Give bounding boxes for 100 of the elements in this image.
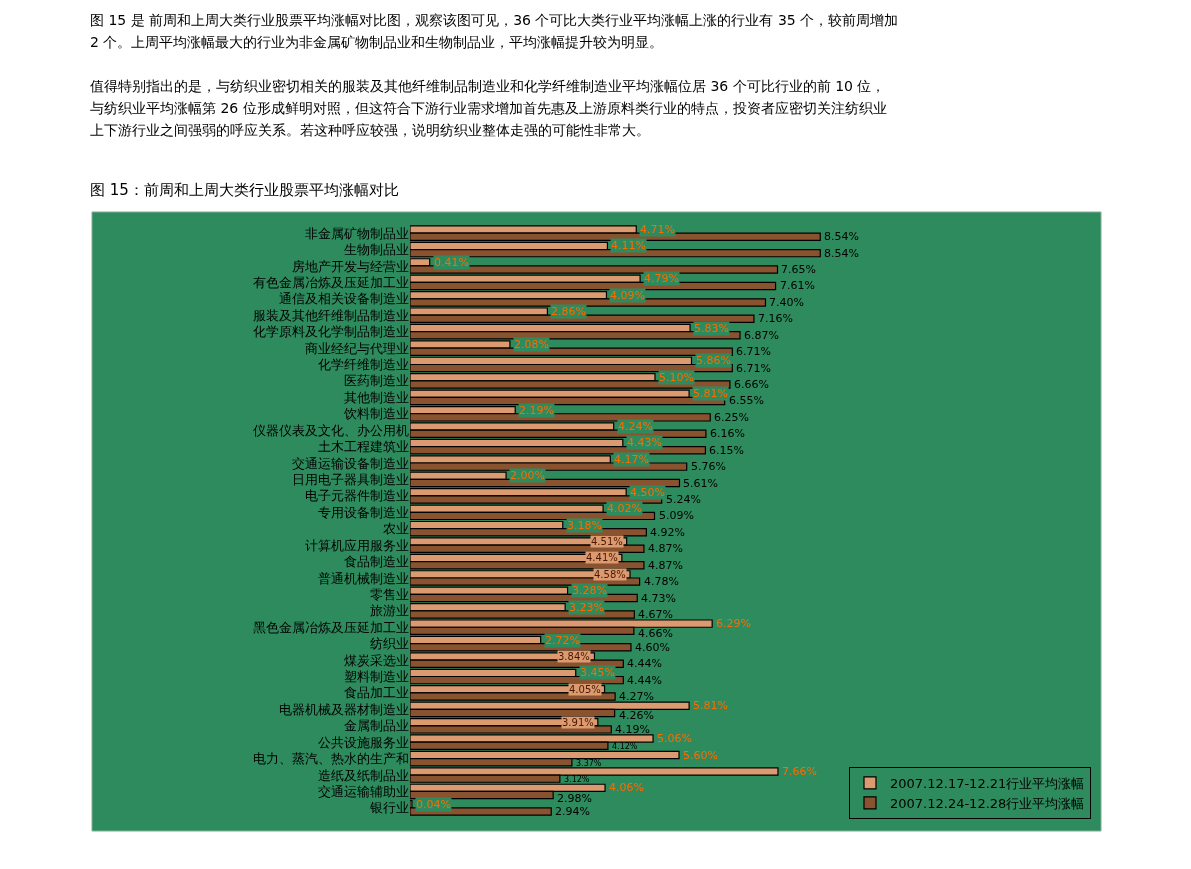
y-tick-label: 饮料制造业 [343, 406, 409, 422]
y-tick-label: 交通运输辅助业 [318, 784, 409, 800]
y-tick-label: 银行业 [369, 800, 409, 816]
y-tick-label: 日用电子器具制造业 [292, 471, 409, 487]
data-label: 4.05% [569, 684, 601, 695]
data-label: 4.12% [612, 742, 638, 751]
data-label: 3.91% [562, 717, 594, 728]
y-tick-label: 黑色金属冶炼及压延加工业 [253, 619, 409, 635]
data-label: 8.54% [824, 247, 859, 260]
data-label: 7.66% [782, 765, 817, 778]
data-label: 5.24% [666, 493, 701, 506]
data-label: 5.09% [659, 509, 694, 522]
data-label: 4.51% [591, 536, 623, 547]
y-tick-label: 非金属矿物制品业 [305, 225, 409, 241]
data-label: 3.37% [576, 759, 602, 768]
y-tick-label: 其他制造业 [344, 389, 409, 405]
data-label: 7.61% [780, 279, 815, 292]
y-tick-label: 塑料制造业 [344, 669, 409, 685]
data-label: 6.87% [744, 329, 779, 342]
data-label: 3.12% [564, 775, 590, 784]
data-label: 4.19% [615, 723, 650, 736]
text: 与纺织业平均涨幅第 26 位形成鲜明对照，但这符合下游行业需求增加首先惠及上游原料类行业的特点，投资者应密切关注纺织业 [90, 100, 887, 116]
y-tick-label: 服装及其他纤维制品制造业 [253, 307, 409, 323]
data-label: 5.81% [693, 699, 728, 712]
data-label: 2.00% [510, 469, 545, 482]
data-label: 4.58% [594, 569, 626, 580]
data-label: 5.83% [694, 322, 729, 335]
y-tick-label: 仪器仪表及文化、办公用机 [253, 422, 409, 438]
data-label: 6.71% [736, 345, 771, 358]
data-label: 4.71% [640, 223, 675, 236]
y-tick-label: 房地产开发与经营业 [292, 258, 409, 274]
data-label: 2.19% [519, 404, 554, 417]
data-label: 4.41% [586, 552, 618, 563]
data-label: 4.26% [619, 709, 654, 722]
data-label: 5.81% [693, 387, 728, 400]
data-label: 3.18% [567, 519, 602, 532]
data-label: 7.65% [781, 263, 816, 276]
y-tick-label: 农业 [383, 521, 409, 537]
data-label: 4.60% [635, 641, 670, 654]
y-tick-label: 计算机应用服务业 [305, 537, 409, 553]
data-label: 4.06% [609, 781, 644, 794]
y-tick-label: 电力、蒸汽、热水的生产和 [253, 751, 409, 767]
data-label: 2.72% [545, 634, 580, 647]
data-label: 3.84% [558, 651, 590, 662]
y-tick-label: 普通机械制造业 [318, 570, 409, 586]
data-label: 0.41% [434, 256, 469, 269]
y-tick-label: 交通运输设备制造业 [292, 455, 409, 471]
y-tick-label: 土木工程建筑业 [318, 439, 409, 455]
data-label: 3.23% [569, 601, 604, 614]
data-label: 4.87% [648, 559, 683, 572]
data-label: 5.86% [696, 354, 731, 367]
data-label: 4.50% [630, 486, 665, 499]
data-label: 4.24% [618, 420, 653, 433]
y-tick-label: 生物制品业 [344, 242, 409, 258]
data-label: 0.04% [416, 798, 451, 811]
data-label: 5.61% [683, 477, 718, 490]
data-label: 6.16% [710, 427, 745, 440]
legend-label: 2007.12.17-12.21行业平均涨幅 [890, 776, 1085, 792]
data-label: 7.16% [758, 312, 793, 325]
data-label: 4.43% [627, 436, 662, 449]
data-label: 5.60% [683, 749, 718, 762]
data-label: 3.28% [572, 584, 607, 597]
y-tick-label: 专用设备制造业 [318, 504, 409, 520]
data-label: 2.98% [557, 792, 592, 805]
y-tick-label: 电子元器件制造业 [305, 488, 409, 504]
y-tick-label: 电器机械及器材制造业 [279, 701, 409, 717]
data-label: 4.02% [607, 502, 642, 515]
data-label: 6.71% [736, 362, 771, 375]
y-tick-label: 煤炭采选业 [344, 652, 409, 668]
legend-label: 2007.12.24-12.28行业平均涨幅 [890, 795, 1085, 811]
data-label: 5.76% [691, 460, 726, 473]
data-label: 7.40% [769, 296, 804, 309]
y-tick-label: 食品加工业 [344, 685, 409, 701]
data-label: 2.08% [514, 338, 549, 351]
caption: 图 15 是 前周和上周大类行业股票平均涨幅对比图，观察该图可见，36 个可比大类行业平均涨幅上涨的行业有 35 个，较前周增加 [90, 12, 899, 28]
data-label: 4.44% [627, 657, 662, 670]
data-label: 4.79% [644, 272, 679, 285]
y-tick-label: 纺织业 [370, 636, 409, 652]
y-tick-label: 公共设施服务业 [318, 734, 409, 750]
data-label: 6.66% [734, 378, 769, 391]
y-tick-label: 商业经纪与代理业 [305, 340, 409, 356]
y-tick-label: 造纸及纸制品业 [318, 767, 409, 783]
data-label: 6.25% [714, 411, 749, 424]
y-tick-label: 化学纤维制造业 [318, 357, 409, 373]
data-label: 4.87% [648, 542, 683, 555]
data-label: 5.10% [659, 371, 694, 384]
data-label: 6.15% [709, 444, 744, 457]
text: 图 15：前周和上周大类行业股票平均涨幅对比 [90, 181, 399, 199]
text: 上下游行业之间强弱的呼应关系。若这种呼应较强，说明纺织业整体走强的可能性非常大。 [90, 122, 650, 138]
data-label: 2.86% [551, 305, 586, 318]
data-label: 4.78% [644, 575, 679, 588]
data-label: 6.29% [716, 617, 751, 630]
data-label: 4.11% [611, 239, 646, 252]
data-label: 3.45% [580, 666, 615, 679]
data-label: 4.17% [614, 453, 649, 466]
y-tick-label: 旅游业 [370, 603, 409, 619]
y-tick-label: 通信及相关设备制造业 [279, 291, 409, 307]
data-label: 2.94% [555, 805, 590, 818]
data-label: 4.92% [650, 526, 685, 539]
data-label: 4.27% [619, 690, 654, 703]
